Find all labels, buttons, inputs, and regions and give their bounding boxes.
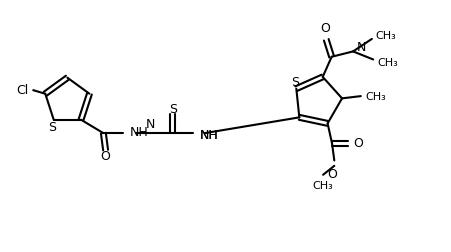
Text: CH₃: CH₃ [375, 31, 396, 41]
Text: N: N [145, 118, 155, 131]
Text: CH₃: CH₃ [377, 58, 397, 68]
Text: O: O [327, 167, 336, 180]
Text: O: O [101, 150, 110, 163]
Text: Cl: Cl [16, 83, 29, 97]
Text: N: N [356, 41, 365, 54]
Text: CH₃: CH₃ [312, 180, 333, 190]
Text: O: O [320, 21, 330, 35]
Text: S: S [168, 103, 176, 116]
Text: O: O [352, 137, 362, 149]
Text: NH: NH [199, 129, 218, 142]
Text: NH: NH [129, 125, 148, 138]
Text: NH: NH [199, 129, 218, 142]
Text: CH₃: CH₃ [364, 92, 385, 102]
Text: S: S [291, 76, 299, 89]
Text: S: S [48, 121, 56, 134]
